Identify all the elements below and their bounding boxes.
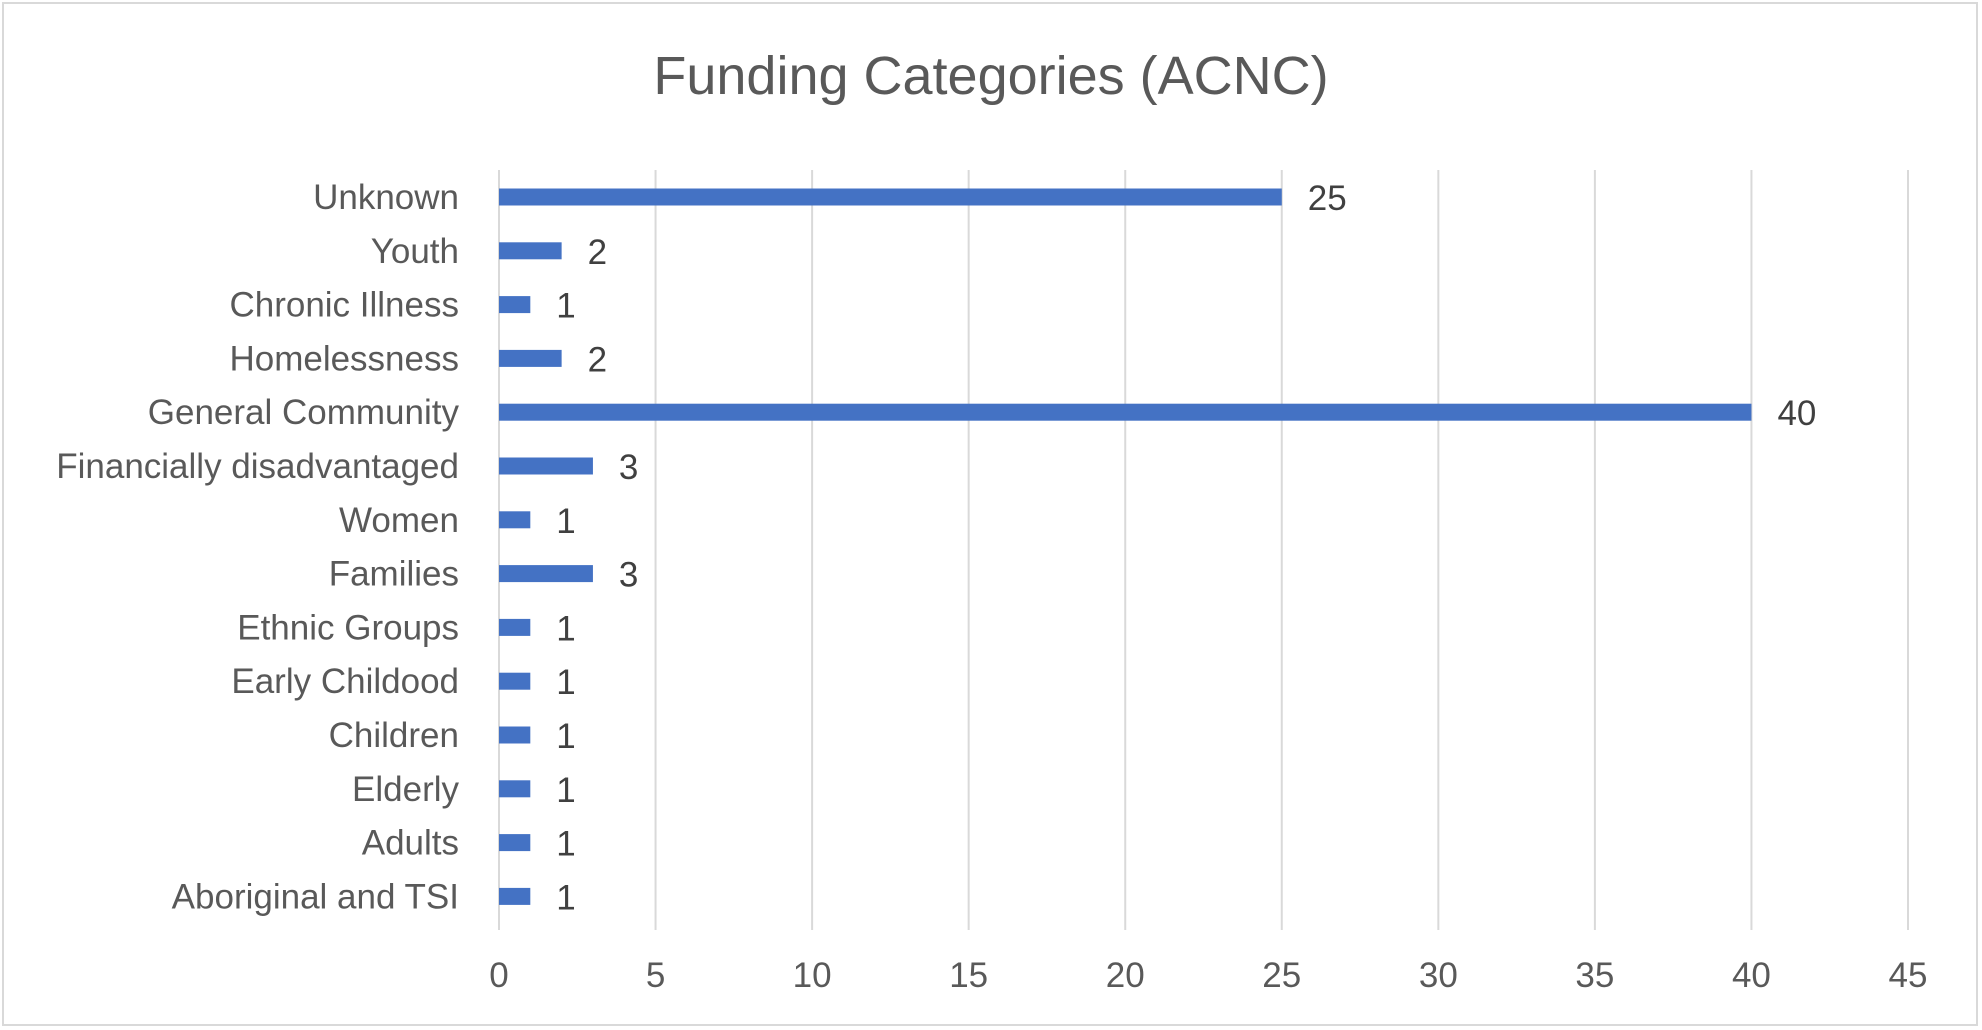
x-tick-label: 20 [1106, 956, 1145, 995]
chart-title: Funding Categories (ACNC) [653, 46, 1328, 106]
data-label: 40 [1777, 394, 1816, 433]
data-label: 1 [556, 771, 575, 810]
bar [499, 672, 531, 690]
x-tick-label: 45 [1889, 956, 1928, 995]
data-label: 1 [556, 717, 575, 756]
category-label: General Community [148, 393, 460, 432]
bar [499, 565, 593, 583]
x-tick-label: 25 [1262, 956, 1301, 995]
x-tick-label: 40 [1732, 956, 1771, 995]
category-label: Early Childood [231, 662, 459, 701]
data-label: 1 [556, 287, 575, 326]
bars [499, 188, 1752, 905]
category-label: Homelessness [229, 339, 459, 378]
bar [499, 618, 531, 636]
bar [499, 349, 562, 367]
data-label: 1 [556, 609, 575, 648]
gridlines [498, 170, 1909, 930]
category-label: Ethnic Groups [237, 608, 459, 647]
x-tick-label: 30 [1419, 956, 1458, 995]
data-label: 3 [619, 556, 638, 595]
bar [499, 511, 531, 529]
bar [499, 188, 1282, 206]
category-label: Families [329, 555, 459, 594]
data-label: 1 [556, 825, 575, 864]
bar [499, 242, 562, 260]
category-label: Financially disadvantaged [56, 447, 459, 486]
x-tick-label: 10 [793, 956, 832, 995]
data-label: 1 [556, 663, 575, 702]
x-tick-label: 0 [489, 956, 508, 995]
category-label: Adults [362, 824, 459, 863]
x-tick-label: 5 [646, 956, 665, 995]
data-label: 1 [556, 878, 575, 917]
category-label: Unknown [313, 178, 459, 217]
x-tick-label: 15 [949, 956, 988, 995]
category-label: Elderly [352, 770, 459, 809]
bar [499, 834, 531, 852]
bar [499, 780, 531, 798]
x-tick-label: 35 [1575, 956, 1614, 995]
category-label: Children [329, 716, 459, 755]
bar [499, 296, 531, 314]
x-axis-ticks: 0 5 10 15 20 25 30 35 40 45 [489, 956, 1927, 995]
data-label: 2 [588, 340, 607, 379]
category-label: Aboriginal and TSI [172, 877, 459, 916]
data-label: 1 [556, 502, 575, 541]
data-label: 2 [588, 233, 607, 272]
category-label: Youth [371, 232, 459, 271]
bar [499, 457, 593, 475]
bar [499, 403, 1752, 421]
data-label: 25 [1308, 179, 1347, 218]
category-labels: Unknown Youth Chronic Illness Homelessness G… [56, 178, 459, 916]
bar [499, 726, 531, 744]
category-label: Chronic Illness [229, 286, 459, 325]
data-label: 3 [619, 448, 638, 487]
bar [499, 887, 531, 905]
category-label: Women [339, 501, 459, 540]
